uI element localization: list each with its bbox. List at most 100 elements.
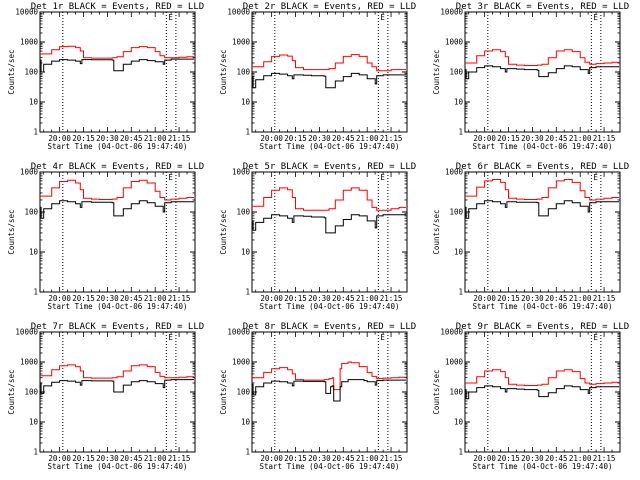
detector-panel: Det 9r BLACK = Events, RED = LLD 1 10 100 10… <box>432 322 629 471</box>
x-tick-label: 21:15 <box>168 294 191 303</box>
y-tick-label: 10000 <box>440 328 463 337</box>
lld-rate-line <box>465 369 619 386</box>
event-rate-line <box>40 200 194 219</box>
x-tick-label: 21:15 <box>380 454 403 463</box>
lld-rate-line <box>465 49 619 66</box>
event-marker-label: E <box>593 333 598 342</box>
y-axis-label: Counts/sec <box>432 49 441 94</box>
lld-rate-line <box>252 54 406 72</box>
x-tick-label: 20:45 <box>120 134 143 143</box>
event-rate-line <box>252 72 406 89</box>
y-axis-label: Counts/sec <box>7 49 16 94</box>
y-tick-label: 10000 <box>227 328 250 337</box>
lld-rate-line <box>40 179 194 201</box>
y-tick-label: 100 <box>449 208 463 217</box>
plot-frame <box>251 171 408 293</box>
y-tick-label: 1000 <box>232 168 251 177</box>
y-tick-label: 100 <box>449 388 463 397</box>
y-tick-label: 100 <box>236 68 250 77</box>
panel-title: Det 8r BLACK = Events, RED = LLD <box>243 322 416 332</box>
x-tick-label: 20:45 <box>120 454 143 463</box>
x-tick-label: 20:30 <box>521 454 544 463</box>
x-tick-label: 20:45 <box>545 294 568 303</box>
lld-rate-line <box>40 364 194 379</box>
x-tick-label: 21:15 <box>168 454 191 463</box>
x-tick-label: 20:00 <box>473 294 496 303</box>
x-axis-label: Start Time (04-Oct-06 19:47:40) <box>48 462 188 471</box>
x-tick-label: 20:15 <box>497 134 520 143</box>
y-tick-label: 1 <box>33 128 38 137</box>
event-marker-label: E <box>380 333 385 342</box>
event-rate-line <box>465 385 619 400</box>
y-tick-label: 10 <box>454 98 464 107</box>
x-tick-label: 20:45 <box>332 134 355 143</box>
y-tick-label: 10 <box>29 98 39 107</box>
plot-frame <box>39 171 196 293</box>
x-tick-label: 21:00 <box>356 134 379 143</box>
x-tick-label: 20:00 <box>260 134 283 143</box>
x-axis-label: Start Time (04-Oct-06 19:47:40) <box>260 142 400 151</box>
y-tick-label: 1 <box>458 288 463 297</box>
lld-rate-line <box>465 179 619 201</box>
y-tick-label: 100 <box>24 208 38 217</box>
x-tick-label: 20:15 <box>72 134 95 143</box>
y-tick-label: 1 <box>245 288 250 297</box>
event-marker-label: E <box>380 173 385 182</box>
detector-panel: Det 6r BLACK = Events, RED = LLD 1 10 100 10… <box>432 162 629 311</box>
lld-rate-line <box>252 361 406 391</box>
x-tick-label: 20:45 <box>120 294 143 303</box>
y-tick-label: 100 <box>449 68 463 77</box>
y-tick-label: 10 <box>241 248 251 257</box>
plot-frame <box>464 171 621 293</box>
event-marker-label: E <box>168 13 173 22</box>
y-tick-label: 1 <box>245 128 250 137</box>
x-tick-label: 20:00 <box>48 134 71 143</box>
event-rate-line <box>252 214 406 234</box>
x-tick-label: 20:45 <box>332 454 355 463</box>
detector-panel: Det 8r BLACK = Events, RED = LLD 1 10 100 10… <box>219 322 416 471</box>
event-marker-label: E <box>380 13 385 22</box>
y-tick-label: 10 <box>241 418 251 427</box>
x-tick-label: 20:15 <box>284 294 307 303</box>
x-tick-label: 20:00 <box>473 134 496 143</box>
y-tick-label: 10000 <box>440 8 463 17</box>
x-tick-label: 21:00 <box>356 454 379 463</box>
x-tick-label: 20:00 <box>260 454 283 463</box>
y-tick-label: 100 <box>236 388 250 397</box>
x-tick-label: 20:15 <box>497 454 520 463</box>
x-tick-label: 21:15 <box>593 134 616 143</box>
y-tick-label: 10 <box>454 248 464 257</box>
x-tick-label: 20:45 <box>545 454 568 463</box>
x-tick-label: 20:15 <box>497 294 520 303</box>
y-axis-label: Counts/sec <box>432 209 441 254</box>
x-tick-label: 20:15 <box>284 134 307 143</box>
y-tick-label: 10000 <box>15 8 38 17</box>
y-tick-label: 1000 <box>445 358 464 367</box>
panel-title: Det 3r BLACK = Events, RED = LLD <box>456 2 629 12</box>
x-axis-label: Start Time (04-Oct-06 19:47:40) <box>260 302 400 311</box>
x-tick-label: 20:30 <box>521 134 544 143</box>
y-axis-label: Counts/sec <box>219 209 228 254</box>
x-tick-label: 21:00 <box>569 454 592 463</box>
y-tick-label: 1 <box>33 448 38 457</box>
y-tick-label: 1 <box>33 288 38 297</box>
y-tick-label: 100 <box>24 68 38 77</box>
x-tick-label: 21:15 <box>380 294 403 303</box>
detector-panel: Det 2r BLACK = Events, RED = LLD 1 10 100 10… <box>219 2 416 151</box>
y-tick-label: 100 <box>24 388 38 397</box>
x-axis-label: Start Time (04-Oct-06 19:47:40) <box>473 142 613 151</box>
x-tick-label: 21:15 <box>380 134 403 143</box>
y-tick-label: 1 <box>245 448 250 457</box>
x-tick-label: 20:00 <box>260 294 283 303</box>
y-tick-label: 1000 <box>20 358 39 367</box>
x-tick-label: 21:00 <box>144 134 167 143</box>
panel-title: Det 2r BLACK = Events, RED = LLD <box>243 2 416 12</box>
panel-title: Det 4r BLACK = Events, RED = LLD <box>31 162 204 172</box>
event-rate-line <box>465 65 619 80</box>
detector-panel: Det 7r BLACK = Events, RED = LLD 1 10 100 10… <box>7 322 204 471</box>
panel-title: Det 7r BLACK = Events, RED = LLD <box>31 322 204 332</box>
y-tick-label: 10 <box>29 248 39 257</box>
x-tick-label: 20:00 <box>473 454 496 463</box>
event-rate-line <box>40 58 194 73</box>
detector-panel: Det 4r BLACK = Events, RED = LLD 1 10 100 10… <box>7 162 204 311</box>
